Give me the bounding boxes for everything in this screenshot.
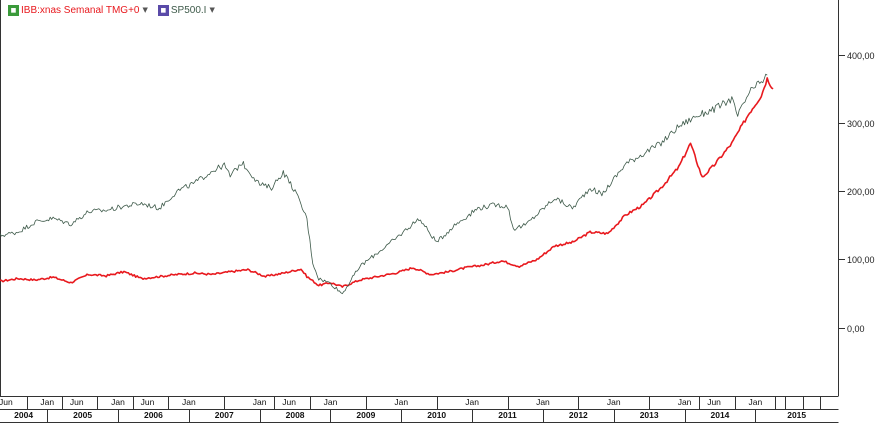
x-month-label: Jun bbox=[707, 397, 721, 407]
legend-item-sp500[interactable]: ■ SP500.I ▼ bbox=[157, 4, 215, 16]
x-year-label: 2011 bbox=[498, 410, 517, 420]
x-month-label: Jan bbox=[394, 397, 408, 407]
x-month-label: Jan bbox=[182, 397, 196, 407]
chevron-down-icon[interactable]: ▼ bbox=[142, 6, 148, 14]
x-month-label: Jan bbox=[111, 397, 125, 407]
x-month-label: Jan bbox=[678, 397, 692, 407]
x-year-label: 2006 bbox=[144, 410, 163, 420]
y-tick-label: 100,00 bbox=[847, 255, 875, 265]
y-axis: 400,00 300,00 200,00 100,00 0,00 bbox=[838, 51, 875, 334]
x-axis-months: Jun Jan Jun Jan Jun Jan Jan Jun Jan Jan Jan Jan Jan J… bbox=[0, 396, 821, 409]
x-month-label: Jun bbox=[0, 397, 13, 407]
x-year-label: 2012 bbox=[569, 410, 588, 420]
legend-label-ibb: IBB:xnas Semanal TMG+0 bbox=[21, 4, 140, 16]
legend-label-sp500: SP500.I bbox=[170, 4, 207, 16]
x-month-label: Jan bbox=[536, 397, 550, 407]
chevron-down-icon[interactable]: ▼ bbox=[209, 6, 215, 14]
series-layer bbox=[0, 73, 774, 295]
y-tick-label: 200,00 bbox=[847, 187, 875, 197]
series-line-sp500 bbox=[0, 73, 768, 295]
x-year-label: 2004 bbox=[14, 410, 33, 420]
x-year-label: 2008 bbox=[286, 410, 305, 420]
y-tick-label: 400,00 bbox=[847, 51, 875, 61]
x-month-label: Jan bbox=[324, 397, 338, 407]
y-tick-label: 300,00 bbox=[847, 119, 875, 129]
series-line-ibb bbox=[0, 77, 774, 288]
chart-legend: ■ IBB:xnas Semanal TMG+0 ▼ ■ SP500.I ▼ bbox=[8, 3, 225, 17]
x-month-label: Jan bbox=[749, 397, 763, 407]
x-year-label: 2005 bbox=[73, 410, 92, 420]
x-year-label: 2015 bbox=[787, 410, 806, 420]
green-square-icon: ■ bbox=[8, 4, 19, 16]
y-tick-label: 0,00 bbox=[847, 324, 865, 334]
x-month-label: Jan bbox=[253, 397, 267, 407]
x-month-label: Jan bbox=[40, 397, 54, 407]
x-year-label: 2009 bbox=[356, 410, 375, 420]
x-year-label: 2013 bbox=[640, 410, 659, 420]
x-year-label: 2014 bbox=[711, 410, 730, 420]
x-year-label: 2007 bbox=[215, 410, 234, 420]
x-year-label: 2010 bbox=[427, 410, 446, 420]
x-axis-years: 2004 2005 2006 2007 2008 2009 2010 2011 2012 2013… bbox=[14, 409, 806, 422]
x-month-label: Jun bbox=[141, 397, 155, 407]
x-month-label: Jun bbox=[282, 397, 296, 407]
legend-item-ibb[interactable]: ■ IBB:xnas Semanal TMG+0 ▼ bbox=[8, 4, 148, 16]
x-month-label: Jan bbox=[465, 397, 479, 407]
x-month-label: Jun bbox=[70, 397, 84, 407]
purple-square-icon: ■ bbox=[157, 4, 169, 16]
x-month-label: Jan bbox=[607, 397, 621, 407]
